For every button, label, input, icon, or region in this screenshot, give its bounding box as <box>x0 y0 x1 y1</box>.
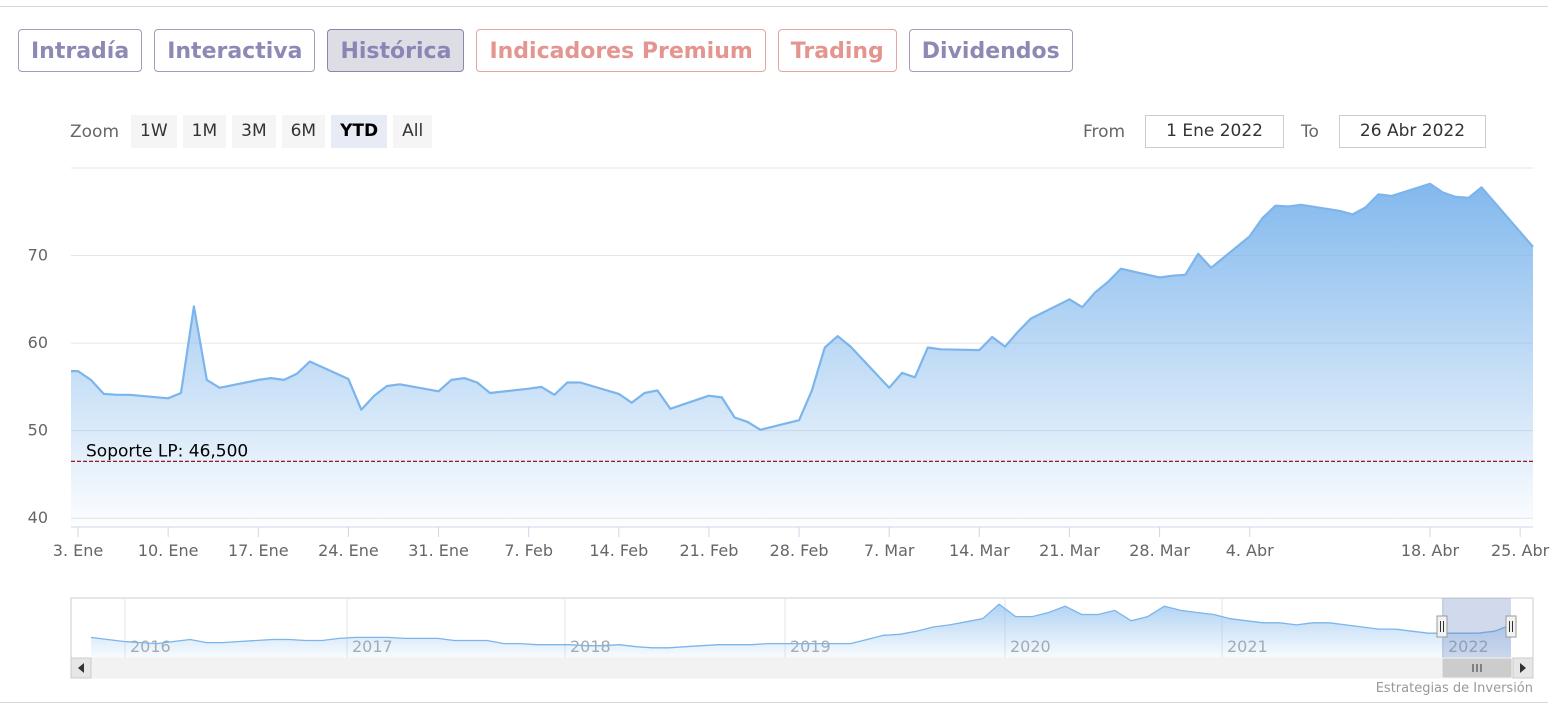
zoom-button-ytd[interactable]: YTD <box>331 115 388 148</box>
zoom-selector: Zoom 1W 1M 3M 6M YTD All <box>70 115 433 148</box>
x-tick-label: 18. Abr <box>1401 541 1460 560</box>
x-tick-label: 25. Abr <box>1491 541 1550 560</box>
handle-body <box>1436 615 1448 638</box>
y-tick-label-70: 70 <box>28 246 48 265</box>
tab-0[interactable]: Intradía <box>18 29 143 72</box>
tab-5[interactable]: Dividendos <box>908 29 1073 72</box>
x-tick-label: 21. Mar <box>1039 541 1100 560</box>
tab-2[interactable]: Histórica <box>327 29 465 72</box>
from-date-input[interactable]: 1 Ene 2022 <box>1145 115 1284 148</box>
date-range: From 1 Ene 2022 To 26 Abr 2022 <box>1083 115 1487 148</box>
navigator-area <box>91 604 1511 658</box>
x-tick-label: 7. Mar <box>864 541 915 560</box>
tab-4[interactable]: Trading <box>777 29 897 72</box>
x-tick-label: 14. Mar <box>949 541 1010 560</box>
y-tick-label-50: 50 <box>28 421 48 440</box>
y-tick-label-60: 60 <box>28 333 48 352</box>
navigator-handle-right[interactable] <box>1505 615 1517 638</box>
x-tick-label: 28. Feb <box>770 541 829 560</box>
scroll-left-arrow-icon <box>78 663 84 673</box>
zoom-button-6m[interactable]: 6M <box>281 115 326 148</box>
x-tick-label: 24. Ene <box>318 541 379 560</box>
from-label: From <box>1083 121 1126 142</box>
price-line <box>71 182 1534 431</box>
credit-text: Estrategias de Inversión <box>1375 681 1533 696</box>
zoom-label: Zoom <box>70 121 120 142</box>
x-tick-label: 31. Ene <box>408 541 469 560</box>
x-tick-label: 4. Abr <box>1226 541 1274 560</box>
tab-3[interactable]: Indicadores Premium <box>476 29 766 72</box>
chart-tabs: Intradía Interactiva Histórica Indicadores … <box>18 29 1073 72</box>
navigator-line <box>90 603 1512 649</box>
support-label: Soporte LP: 46,500 <box>86 441 248 461</box>
zoom-button-1w[interactable]: 1W <box>131 115 177 148</box>
handle-body <box>1505 615 1517 638</box>
zoom-button-1m[interactable]: 1M <box>182 115 227 148</box>
tab-1[interactable]: Interactiva <box>154 29 316 72</box>
x-tick-label: 21. Feb <box>679 541 738 560</box>
navigator-selection <box>1442 598 1511 658</box>
scroll-right-arrow-icon <box>1520 663 1526 673</box>
x-tick-label: 14. Feb <box>589 541 648 560</box>
zoom-button-all[interactable]: All <box>393 115 433 148</box>
x-tick-label: 10. Ene <box>138 541 199 560</box>
y-tick-label-40: 40 <box>28 508 48 527</box>
x-tick-label: 17. Ene <box>228 541 289 560</box>
to-label: To <box>1301 121 1319 142</box>
x-tick-label: 7. Feb <box>504 541 553 560</box>
price-area <box>71 183 1533 528</box>
to-date-input[interactable]: 26 Abr 2022 <box>1338 115 1487 148</box>
top-divider <box>0 6 1548 7</box>
x-tick-label: 3. Ene <box>53 541 103 560</box>
x-tick-label: 28. Mar <box>1129 541 1190 560</box>
bottom-divider <box>0 702 1548 703</box>
navigator-handle-left[interactable] <box>1436 615 1448 638</box>
zoom-button-3m[interactable]: 3M <box>232 115 276 148</box>
scrollbar-track[interactable] <box>70 657 1534 679</box>
